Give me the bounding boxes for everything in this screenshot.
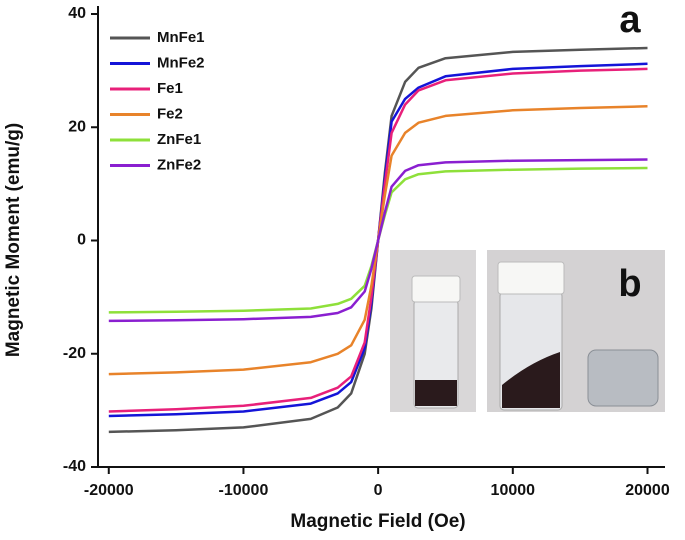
legend-label: Fe1	[157, 80, 183, 97]
y-axis-title: Magnetic Moment (emu/g)	[3, 123, 24, 357]
vial-liquid	[415, 380, 457, 406]
series-line	[108, 158, 648, 323]
panel-label: a	[619, 0, 641, 41]
photo-inset	[390, 250, 665, 412]
x-tick-label: -20000	[84, 482, 134, 499]
legend-label: MnFe1	[157, 29, 205, 46]
y-tick-label: -20	[63, 345, 86, 362]
y-tick-label: 40	[68, 5, 86, 22]
x-tick-label: -10000	[219, 482, 269, 499]
x-axis-title: Magnetic Field (Oe)	[290, 511, 465, 532]
x-tick-label: 20000	[625, 482, 670, 499]
legend-label: ZnFe1	[157, 131, 201, 148]
legend-label: ZnFe2	[157, 156, 201, 173]
y-tick-label: 0	[77, 232, 86, 249]
legend-label: Fe2	[157, 105, 183, 122]
panel-label: b	[618, 263, 641, 305]
vial-cap	[497, 261, 565, 295]
plot-area: -40 -20 0 20 40 -20000 -10000 0 10000 20000	[63, 5, 670, 499]
legend-label: MnFe2	[157, 54, 205, 71]
vial-liquid	[502, 352, 560, 408]
vial-cap	[411, 275, 461, 303]
magnet	[587, 349, 659, 407]
x-tick-label: 0	[374, 482, 383, 499]
y-tick-label: 20	[68, 118, 86, 135]
x-tick-label: 10000	[491, 482, 536, 499]
y-tick-label: -40	[63, 458, 86, 475]
